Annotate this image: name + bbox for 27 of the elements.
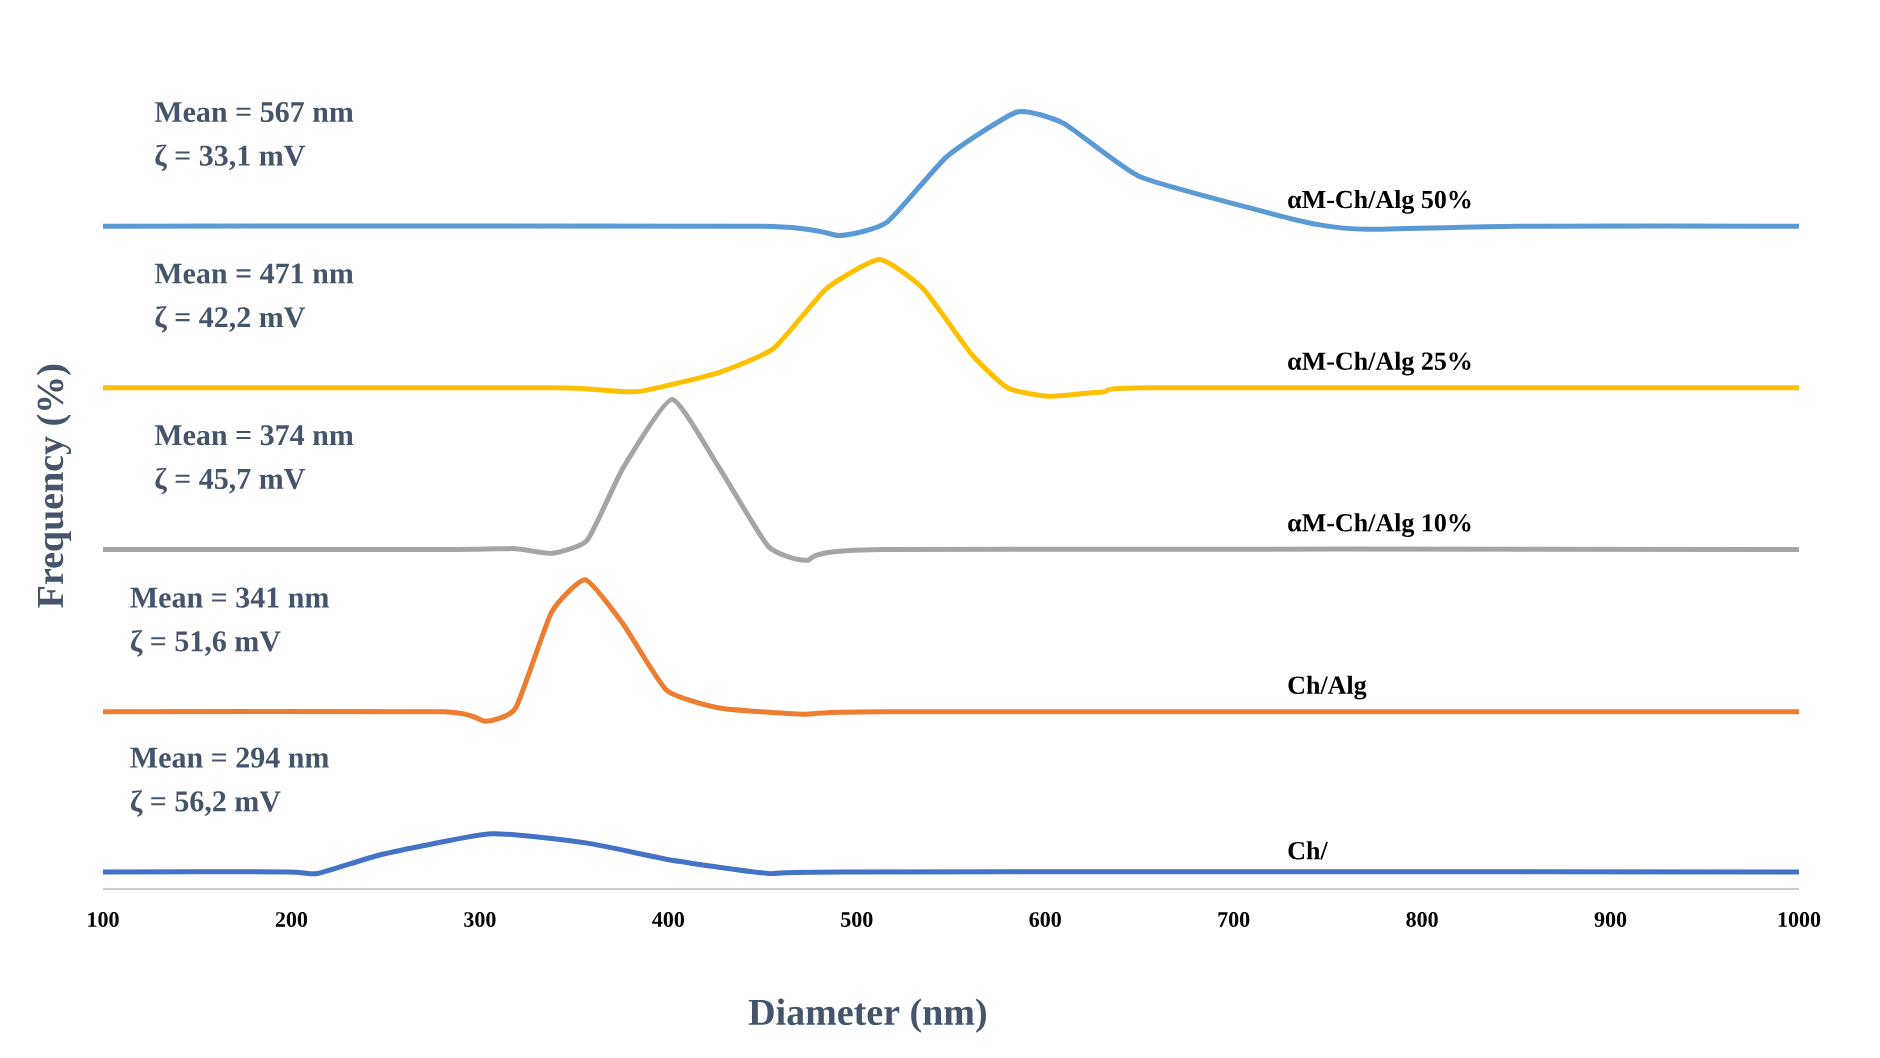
annotation: Mean = 374 nm	[154, 425, 354, 446]
x-tick-label: 900	[1594, 912, 1627, 927]
x-tick-label: 800	[1406, 912, 1438, 927]
x-tick-label: 1000	[1778, 912, 1821, 927]
x-tick-label: 400	[652, 912, 684, 927]
annotation: ζ = 56,2 mV	[130, 790, 281, 817]
series-label: αM-Ch/Alg 50%	[1288, 190, 1471, 214]
series-label: αM-Ch/Alg 25%	[1288, 351, 1471, 376]
x-tick-label: 200	[275, 912, 308, 927]
series-label: Ch/Alg	[1288, 675, 1367, 700]
annotation: ζ = 51,6 mV	[130, 630, 281, 657]
annotation: Mean = 471 nm	[154, 263, 354, 284]
annotation: ζ = 42,2 mV	[155, 306, 306, 333]
x-axis-title: Diameter (nm)	[748, 998, 986, 1033]
x-tick-label: 300	[464, 912, 496, 927]
series-label: Ch/	[1288, 841, 1328, 860]
x-tick-label: 100	[88, 912, 119, 927]
series-label: αM-Ch/Alg 10%	[1288, 513, 1471, 538]
annotation: Mean = 341 nm	[130, 587, 329, 608]
annotation: ζ = 33,1 mV	[155, 144, 306, 172]
x-tick-label: 500	[841, 912, 873, 927]
y-axis-title: Frequency (%)	[36, 364, 72, 608]
x-tick-label: 700	[1218, 912, 1250, 927]
annotation: Mean = 294 nm	[130, 747, 329, 768]
annotation: Mean = 567 nm	[154, 101, 354, 123]
annotation: ζ = 45,7 mV	[155, 467, 306, 495]
x-tick-label: 600	[1029, 912, 1061, 927]
